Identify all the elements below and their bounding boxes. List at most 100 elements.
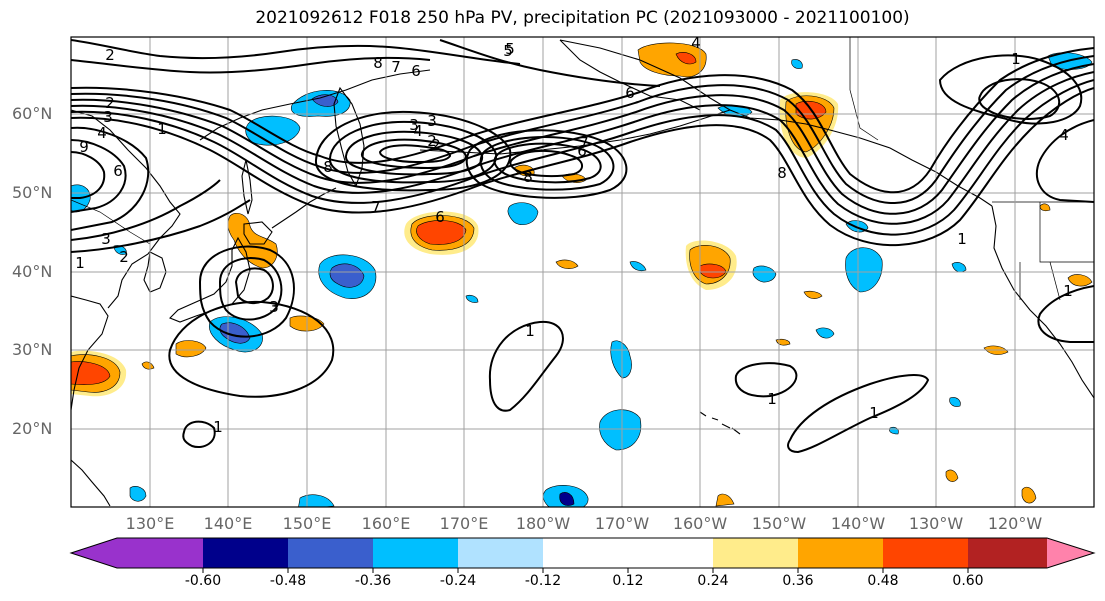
pv-contour	[71, 47, 1094, 194]
contour-label: 7	[391, 58, 401, 76]
coastline-philippines	[71, 459, 111, 507]
lon-label: 160°E	[361, 514, 411, 533]
pv-contour	[71, 39, 521, 65]
coastline-alaska	[559, 39, 993, 207]
coastline-sakhalin	[241, 159, 253, 215]
colorbar-tick-label: -0.24	[439, 573, 477, 589]
contour-label: 8	[323, 158, 333, 176]
contour-label: 6	[625, 84, 635, 102]
precip-blob	[555, 259, 579, 269]
colorbar-ticks	[202, 568, 969, 573]
pv-contour	[71, 199, 251, 253]
precip-blob	[416, 220, 467, 245]
pv-contour	[71, 79, 1094, 236]
precip-blob	[791, 59, 803, 69]
precip-blob	[329, 263, 365, 288]
lon-label: 150°W	[751, 514, 807, 533]
precip-blob	[803, 290, 823, 299]
contour-label: 6	[411, 62, 421, 80]
coastline-hawaii	[699, 411, 741, 435]
page-title: 2021092612 F018 250 hPa PV, precipitatio…	[255, 8, 910, 28]
contour-label: 1	[1063, 282, 1073, 300]
contour-label: 3	[101, 230, 111, 248]
lat-label: 20°N	[12, 419, 53, 438]
pv-contour	[978, 78, 1060, 120]
pv-contour	[1035, 119, 1094, 203]
pv-contour	[1037, 285, 1094, 343]
contour-label: 8	[373, 54, 383, 72]
precip-blob	[949, 397, 961, 407]
contour-label: 2	[431, 136, 441, 154]
colorbar-segment	[458, 538, 543, 568]
precip-blob	[71, 361, 111, 386]
pv-contour	[182, 420, 216, 448]
lat-label: 60°N	[12, 104, 53, 123]
contour-label-layer: 2 8 7 6 5 4 3 2 1 9 6 3 2 1 7 6 2 8 1 3 …	[75, 34, 1073, 436]
colorbar-tick-label: 0.48	[867, 573, 899, 589]
lon-label: 130°E	[125, 514, 175, 533]
lon-label: 180°W	[515, 514, 571, 533]
colorbar-segment-right-arrow	[1047, 538, 1094, 568]
pv-contour	[734, 362, 798, 398]
pv-contour	[493, 142, 602, 184]
lon-label: 150°E	[282, 514, 332, 533]
precip-blob	[715, 493, 735, 507]
colorbar-segment	[117, 538, 203, 568]
pv-contour	[71, 179, 221, 241]
precip-blob	[559, 492, 575, 506]
contour-label: 7	[579, 134, 589, 152]
precip-blob	[465, 294, 479, 303]
colorbar-segment	[883, 538, 968, 568]
contour-label: 3	[409, 116, 419, 134]
precip-blob	[599, 409, 642, 451]
precip-blob	[752, 265, 777, 283]
coastline-korea	[143, 251, 167, 293]
contour-label: 1	[1011, 50, 1021, 68]
colorbar-tick-label: 0.12	[612, 573, 644, 589]
pv-contour	[361, 138, 468, 170]
contour-label: 3	[103, 108, 113, 126]
lat-label: 50°N	[12, 183, 53, 202]
colorbar-tick-label: -0.60	[184, 573, 222, 589]
colorbar-tick-label: -0.12	[524, 573, 562, 589]
contour-label: 4	[691, 34, 701, 52]
precip-blob	[945, 469, 959, 482]
lat-label: 30°N	[12, 340, 53, 359]
pv-contour	[938, 54, 1083, 125]
contour-label: 1	[869, 404, 879, 422]
pv-contour	[71, 87, 1094, 247]
colorbar-segment	[713, 538, 798, 568]
pv-contour	[168, 300, 335, 398]
pv-contour	[71, 56, 431, 74]
border-china	[71, 199, 151, 245]
pv-contour	[378, 144, 452, 164]
border-states	[1019, 202, 1094, 301]
lon-label: 170°W	[594, 514, 650, 533]
contour-label: 6	[113, 162, 123, 180]
precip-blob	[1039, 203, 1051, 212]
precip-blob	[815, 327, 835, 339]
colorbar-segment	[798, 538, 883, 568]
pv-contour	[509, 150, 583, 178]
precip-blob	[1021, 486, 1037, 504]
contour-label: 5	[503, 42, 513, 60]
contour-label: 6	[577, 142, 587, 160]
lon-label: 170°E	[439, 514, 489, 533]
pv-contour	[71, 55, 1094, 204]
colorbar-tick-label: -0.48	[269, 573, 307, 589]
border-ak-canada	[849, 37, 879, 141]
pv-contour	[439, 39, 661, 87]
pv-contour	[71, 63, 1094, 215]
contour-label: 8	[523, 168, 533, 186]
colorbar-tick-label: 0.60	[952, 573, 984, 589]
colorbar-segment	[543, 538, 628, 568]
precip-blob	[129, 486, 147, 502]
pv-contour	[198, 245, 295, 338]
pv-contours	[71, 39, 1094, 454]
contour-label: 4	[413, 122, 423, 140]
contour-label: 1	[157, 120, 167, 138]
colorbar-tick-label: -0.36	[354, 573, 392, 589]
colorbar	[69, 537, 1096, 573]
contour-label: 2	[105, 94, 115, 112]
